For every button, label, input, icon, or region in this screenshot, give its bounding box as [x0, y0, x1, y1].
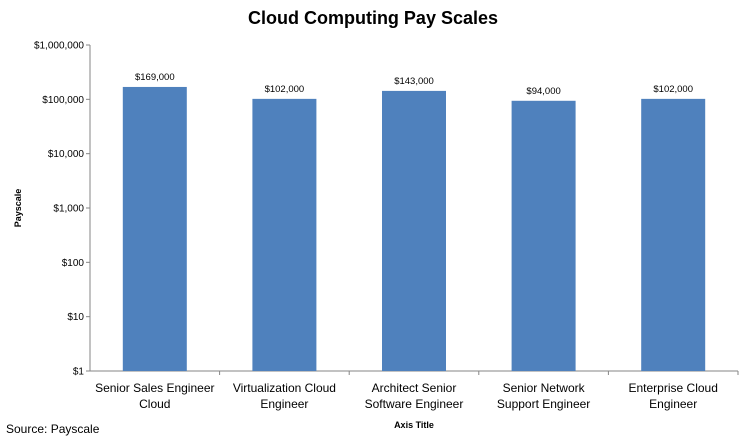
chart-title: Cloud Computing Pay Scales — [248, 8, 498, 28]
y-tick-label: $10 — [67, 312, 84, 323]
y-tick-label: $100,000 — [42, 95, 84, 106]
bar — [252, 98, 317, 371]
category-label: Engineer — [260, 397, 308, 411]
category-label: Senior Network — [503, 381, 586, 395]
category-label: Architect Senior — [372, 381, 457, 395]
bar — [382, 90, 446, 372]
category-label: Senior Sales Engineer — [95, 381, 214, 395]
category-label: Cloud — [139, 397, 170, 411]
bars-group — [122, 86, 706, 372]
category-label: Virtualization Cloud — [233, 381, 336, 395]
data-label: $102,000 — [265, 84, 305, 95]
x-axis-title: Axis Title — [394, 420, 434, 430]
data-label: $102,000 — [653, 84, 693, 95]
y-tick-label: $1,000 — [53, 204, 84, 215]
y-axis-ticks: $1 $10 $100 $1,000 $10,000 $100,000 $1,000,000 — [34, 41, 90, 378]
source-note: Source: Payscale — [6, 422, 100, 436]
category-labels-group: Senior Sales Engineer Cloud Virtualization… — [95, 371, 739, 411]
data-label: $143,000 — [394, 76, 434, 87]
data-label: $169,000 — [135, 72, 175, 83]
category-label: Enterprise Cloud — [629, 381, 718, 395]
bar — [122, 86, 187, 372]
data-label: $94,000 — [526, 86, 560, 97]
y-tick-label: $100 — [62, 258, 85, 269]
category-label: Support Engineer — [497, 397, 590, 411]
y-tick-label: $1,000,000 — [34, 41, 84, 52]
y-tick-label: $1 — [73, 367, 85, 378]
category-label: Software Engineer — [365, 397, 464, 411]
bar — [641, 98, 706, 371]
y-axis-title: Payscale — [13, 189, 23, 228]
bar — [511, 100, 576, 371]
data-labels-group: $169,000 $102,000 $143,000 $94,000 $102,000 — [135, 72, 693, 97]
category-label: Engineer — [649, 397, 697, 411]
y-tick-label: $10,000 — [48, 149, 85, 160]
